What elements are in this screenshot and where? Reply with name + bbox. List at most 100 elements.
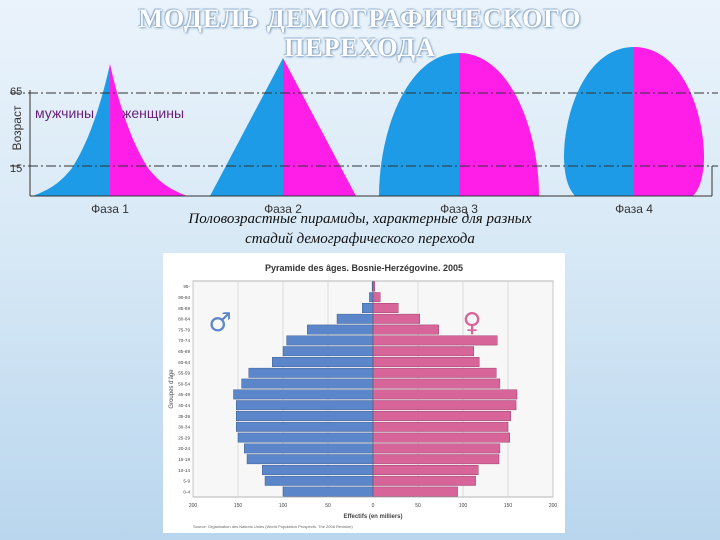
- female-bar: [372, 421, 509, 432]
- y-tick-label: 60-64: [178, 360, 190, 365]
- y-tick-label: 95-: [183, 284, 190, 289]
- y-tick-label: 85-89: [178, 306, 190, 311]
- male-bar: [235, 411, 374, 421]
- age-mark-15: 15: [10, 163, 22, 175]
- phase-3-female: [459, 53, 539, 196]
- population-pyramid-panel: Pyramide des âges. Bosnie-Herzégovine. 2…: [163, 253, 565, 533]
- y-tick-label: 75-79: [178, 327, 190, 332]
- female-bar: [372, 475, 476, 486]
- female-bar: [372, 303, 399, 313]
- female-bar: [372, 346, 475, 357]
- phase-1-female: [110, 64, 187, 196]
- y-tick-label: 45-49: [178, 392, 190, 397]
- phase-4-female: [634, 47, 705, 196]
- male-bar: [282, 346, 374, 357]
- male-bar: [241, 378, 374, 389]
- y-tick-label: 10-14: [178, 468, 190, 473]
- female-bar: [372, 313, 420, 324]
- phase-1-male: [33, 64, 110, 196]
- female-bar: [372, 454, 500, 465]
- slide-title-line-2: ПЕРЕХОДА: [284, 33, 436, 62]
- male-bar: [248, 367, 374, 378]
- female-bar: [372, 357, 480, 367]
- x-tick-label: 100: [459, 503, 468, 509]
- x-tick-label: 150: [504, 503, 513, 509]
- y-tick-label: 90-94: [178, 295, 190, 300]
- y-tick-label: 20-24: [178, 446, 190, 451]
- male-bar: [235, 400, 374, 411]
- male-bar: [264, 475, 374, 486]
- population-pyramid-chart: Pyramide des âges. Bosnie-Herzégovine. 2…: [169, 263, 558, 529]
- male-bar: [262, 465, 374, 475]
- y-tick-label: 65-69: [178, 349, 190, 354]
- female-label: женщины: [122, 105, 184, 121]
- male-bar: [271, 357, 374, 367]
- male-label: мужчины: [35, 105, 94, 121]
- age-axis-label: Возраст: [10, 105, 24, 150]
- male-bar: [237, 432, 374, 443]
- male-symbol: ♂: [208, 308, 231, 338]
- y-tick-label: 0-4: [183, 489, 190, 494]
- x-tick-label: 150: [234, 503, 243, 509]
- phase-2-male: [210, 58, 283, 196]
- age-mark-65: 65: [10, 86, 22, 98]
- female-symbol: ♀: [462, 308, 481, 338]
- chart-title: Pyramide des âges. Bosnie-Herzégovine. 2…: [265, 263, 463, 273]
- caption-line-1: Половозрастные пирамиды, характерные для…: [188, 211, 532, 227]
- phase-1-pyramid: [33, 64, 187, 196]
- y-tick-label: 80-84: [178, 317, 190, 322]
- female-bar: [372, 432, 511, 443]
- male-bar: [307, 324, 374, 335]
- phase-4-label: Фаза 4: [615, 202, 653, 216]
- y-tick-label: 35-39: [178, 414, 190, 419]
- female-bar: [372, 443, 501, 454]
- y-tick-label: 40-44: [178, 403, 190, 408]
- female-bar: [372, 378, 501, 389]
- y-tick-label: 15-19: [178, 457, 190, 462]
- male-bar: [286, 335, 374, 346]
- female-bar: [372, 486, 458, 497]
- female-bar: [372, 465, 479, 475]
- female-bar: [372, 400, 517, 411]
- phase-2-female: [283, 58, 356, 196]
- phase-2-pyramid: [210, 58, 356, 196]
- x-tick-label: 200: [549, 503, 558, 509]
- male-bar: [361, 303, 374, 313]
- demographic-transition-diagram: 65 15 Возраст мужчины женщины Фаза 1 Фаз…: [10, 47, 718, 216]
- slide-title: МОДЕЛЬ ДЕМОГРАФИЧЕСКОГО ПЕРЕХОДА: [0, 4, 720, 62]
- male-bar: [235, 421, 374, 432]
- female-bar: [372, 324, 439, 335]
- phase-3-label: Фаза 3: [440, 202, 478, 216]
- y-tick-label: 30-34: [178, 425, 190, 430]
- male-bar: [233, 389, 374, 400]
- phase-4-pyramid: [563, 47, 705, 196]
- phase-2-label: Фаза 2: [264, 202, 302, 216]
- x-tick-label: 0: [372, 503, 375, 509]
- female-bar: [372, 389, 518, 400]
- y-tick-label: 70-74: [178, 338, 190, 343]
- x-tick-label: 200: [189, 503, 198, 509]
- y-tick-label: 55-59: [178, 371, 190, 376]
- phase-3-male: [379, 53, 459, 196]
- y-tick-label: 50-54: [178, 381, 190, 386]
- y-tick-label: 25-29: [178, 435, 190, 440]
- y-axis-label: Groupes d'âge: [169, 369, 175, 409]
- caption: Половозрастные пирамиды, характерные для…: [150, 209, 570, 249]
- slide-title-line-1: МОДЕЛЬ ДЕМОГРАФИЧЕСКОГО: [138, 4, 582, 33]
- x-tick-label: 100: [279, 503, 288, 509]
- x-axis-label: Effectifs (en milliers): [343, 514, 402, 520]
- phase-3-pyramid: [379, 53, 539, 196]
- x-tick-label: 50: [325, 503, 331, 509]
- phase-4-male: [563, 47, 634, 196]
- male-bar: [369, 292, 374, 303]
- female-bar: [372, 292, 381, 303]
- female-bar: [372, 367, 497, 378]
- x-tick-label: 50: [415, 503, 421, 509]
- male-bar: [246, 454, 374, 465]
- caption-line-2: стадий демографического перехода: [245, 231, 475, 247]
- male-bar: [282, 486, 374, 497]
- male-bar: [336, 313, 374, 324]
- male-bar: [244, 443, 374, 454]
- phase-1-label: Фаза 1: [91, 202, 129, 216]
- y-tick-label: 5-9: [183, 479, 190, 484]
